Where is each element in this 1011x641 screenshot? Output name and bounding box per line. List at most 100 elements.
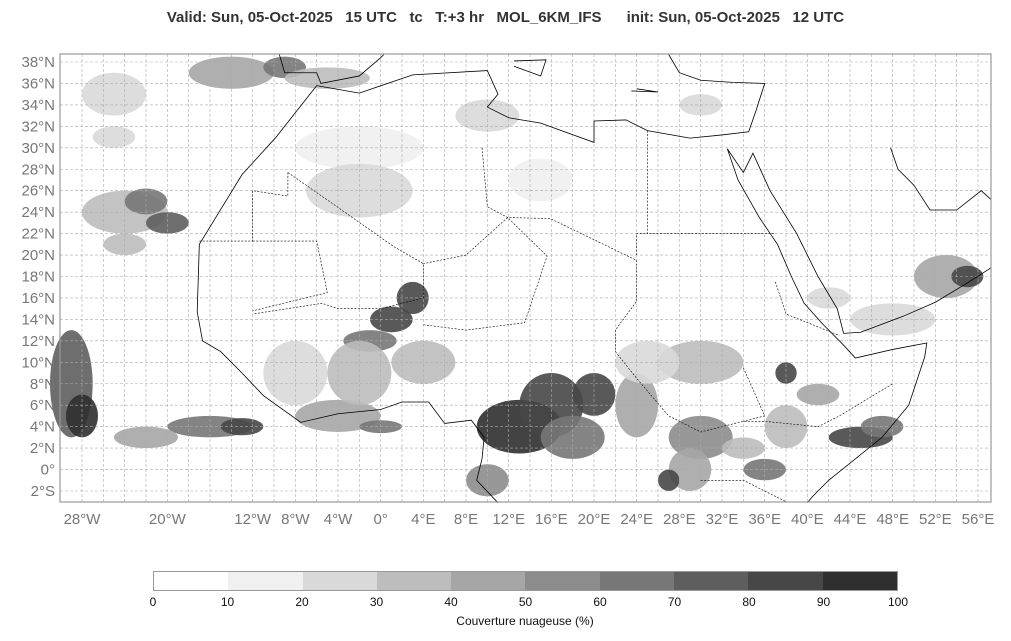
lat-tick-label: 2°S	[31, 483, 55, 500]
coastline	[196, 85, 499, 504]
country-border	[199, 172, 289, 242]
lat-tick-label: 30°N	[21, 140, 55, 157]
country-border	[743, 367, 766, 422]
cloud-area	[658, 469, 680, 491]
lon-tick-label: 36°E	[748, 511, 781, 528]
map-frame	[59, 53, 992, 503]
colorbar-tick-label: 50	[518, 595, 533, 609]
lon-tick-label: 56°E	[962, 511, 995, 528]
lon-tick-label: 52°E	[919, 511, 952, 528]
cloud-area	[263, 340, 328, 406]
cloud-area	[146, 212, 189, 234]
country-border	[481, 147, 637, 352]
lon-tick-label: 4°W	[324, 511, 353, 528]
lat-tick-label: 32°N	[21, 118, 55, 135]
lat-tick-label: 34°N	[21, 97, 55, 114]
country-border	[775, 281, 840, 336]
lon-tick-label: 28°W	[64, 511, 102, 528]
lat-tick-label: 20°N	[21, 247, 55, 264]
lon-tick-label: 28°E	[663, 511, 696, 528]
lon-tick-label: 16°E	[535, 511, 568, 528]
coastline	[727, 148, 992, 334]
cloud-cover-map: 28°W 20°W 12°W 8°W 4°W 0° 4°E 8°E 12°E 16°E 20°E 24…	[21, 53, 995, 528]
country-border	[615, 351, 893, 433]
coastline	[513, 59, 547, 77]
lon-tick-label: 20°E	[578, 511, 611, 528]
colorbar-title: Couverture nuageuse (%)	[456, 614, 594, 628]
colorbar-tick-label: 70	[667, 595, 682, 609]
country-border	[423, 217, 508, 264]
colorbar-tick-label: 10	[220, 595, 235, 609]
colorbar-segment	[154, 572, 229, 590]
colorbar-segment	[228, 572, 303, 590]
cloud-area	[284, 67, 371, 89]
coastline	[631, 88, 659, 93]
lon-tick-label: 4°E	[411, 511, 435, 528]
lat-tick-label: 16°N	[21, 290, 55, 307]
lon-tick-label: 12°W	[234, 511, 272, 528]
lon-tick-label: 48°E	[876, 511, 909, 528]
country-border	[636, 233, 648, 256]
lon-tick-label: 40°E	[791, 511, 824, 528]
lat-tick-label: 36°N	[21, 75, 55, 92]
lon-tick-label: 44°E	[834, 511, 867, 528]
lon-tick-label: 8°E	[454, 511, 478, 528]
colorbar-segment	[376, 572, 452, 590]
lat-tick-label: 0°	[41, 462, 55, 479]
cloud-area	[92, 126, 136, 148]
colorbar-tick-label: 40	[444, 595, 458, 609]
lat-tick-label: 8°N	[30, 376, 55, 393]
country-border	[252, 240, 328, 312]
country-borders	[199, 130, 893, 502]
coastline	[278, 54, 385, 84]
colorbar-segment	[451, 572, 526, 590]
cloud-area	[391, 340, 456, 384]
lon-tick-label: 20°W	[149, 511, 187, 528]
lat-tick-label: 10°N	[21, 354, 55, 371]
coastline	[726, 148, 928, 504]
cloud-area	[508, 158, 573, 202]
colorbar-segment	[674, 572, 749, 590]
lon-tick-label: 12°E	[492, 511, 525, 528]
cloud-area	[722, 437, 765, 459]
grid-lines	[60, 54, 991, 502]
colorbar-segment	[748, 572, 823, 590]
cloud-area	[295, 126, 424, 170]
lat-tick-label: 4°N	[30, 419, 55, 436]
country-border	[700, 479, 787, 502]
cloud-area	[807, 287, 851, 309]
cloud-area	[327, 340, 392, 406]
lat-tick-label: 2°N	[30, 440, 55, 457]
lat-tick-label: 38°N	[21, 54, 55, 71]
colorbar-tick-label: 30	[369, 595, 384, 609]
lat-tick-label: 28°N	[21, 161, 55, 178]
lon-tick-label: 0°	[374, 511, 388, 528]
cloud-area	[540, 415, 605, 459]
colorbar-tick-label: 60	[593, 595, 607, 609]
colorbar-tick-label: 80	[742, 595, 756, 609]
cloud-area	[775, 362, 797, 384]
lat-tick-label: 12°N	[21, 333, 55, 350]
colorbar-segment	[302, 572, 377, 590]
coastline	[316, 54, 766, 144]
lon-tick-label: 8°W	[281, 511, 310, 528]
lon-tick-label: 32°E	[706, 511, 739, 528]
lat-tick-label: 6°N	[30, 397, 55, 414]
cloud-area	[796, 383, 840, 406]
lat-tick-label: 24°N	[21, 204, 55, 221]
colorbar-segment	[525, 572, 600, 590]
lat-tick-label: 14°N	[21, 311, 55, 328]
lat-tick-label: 18°N	[21, 269, 55, 286]
coastline	[890, 147, 992, 211]
cloud-area	[82, 72, 147, 116]
lat-tick-label: 22°N	[21, 226, 55, 243]
colorbar	[153, 571, 898, 591]
map-title: Valid: Sun, 05-Oct-2025 15 UTC tc T:+3 h…	[166, 9, 845, 26]
country-border	[252, 172, 424, 315]
colorbar-segment	[822, 572, 897, 590]
colorbar-tick-label: 0	[149, 595, 157, 609]
colorbar-tick-label: 90	[816, 595, 831, 609]
coastlines	[196, 54, 992, 504]
colorbar-segment	[599, 572, 675, 590]
lat-tick-label: 26°N	[21, 183, 55, 200]
